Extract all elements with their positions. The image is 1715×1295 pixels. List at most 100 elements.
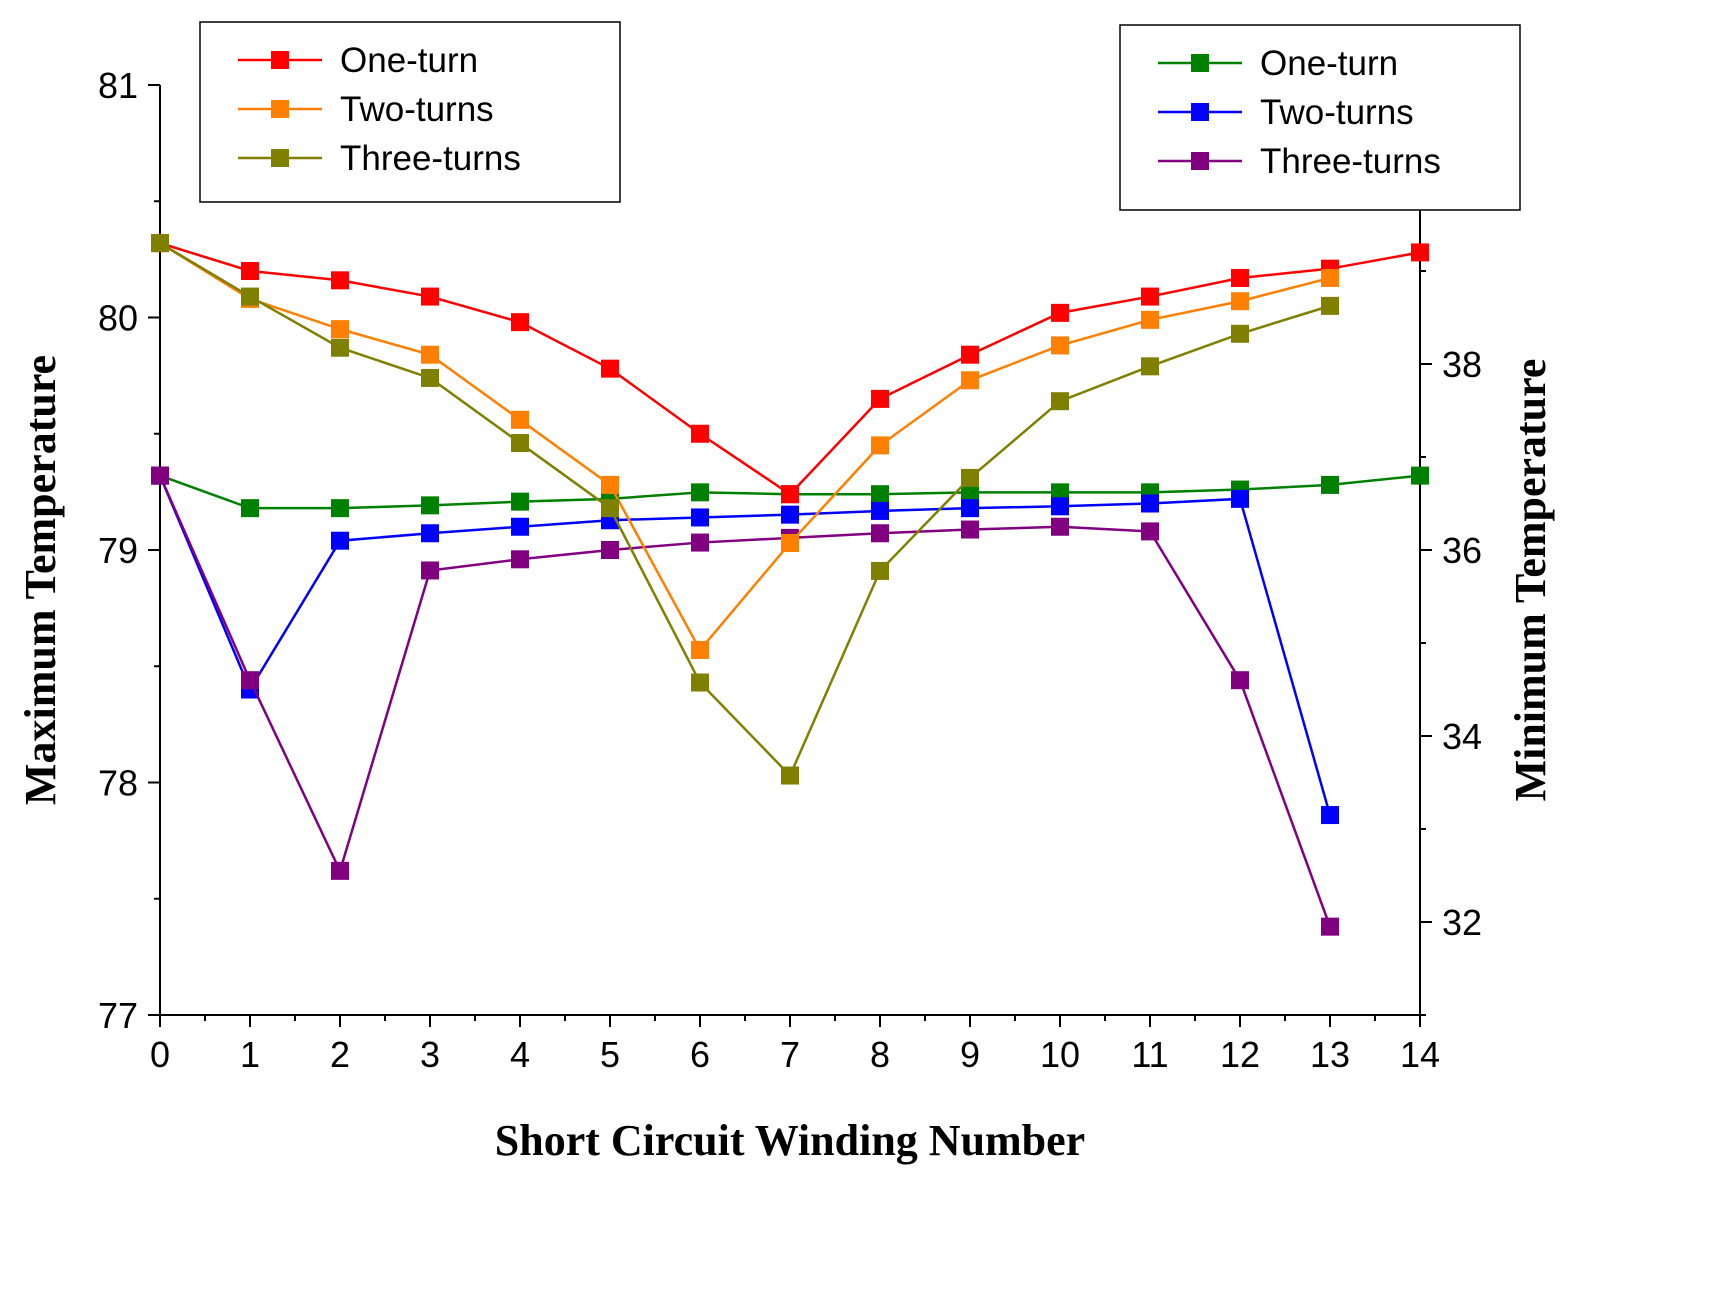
x-tick-label: 8 xyxy=(870,1034,890,1075)
data-point xyxy=(511,550,529,569)
x-tick-label: 3 xyxy=(420,1034,440,1075)
data-point xyxy=(1141,494,1159,513)
x-tick-label: 4 xyxy=(510,1034,530,1075)
data-point xyxy=(1231,268,1249,287)
data-point xyxy=(1321,806,1339,825)
data-point xyxy=(331,499,349,518)
x-tick-label: 10 xyxy=(1040,1034,1080,1075)
legend-marker xyxy=(1191,152,1209,170)
data-point xyxy=(1141,522,1159,541)
data-point xyxy=(331,861,349,880)
data-point xyxy=(1321,296,1339,315)
legend-right: One-turn Two-turns Three-turns xyxy=(1119,24,1521,211)
data-point xyxy=(241,499,259,518)
data-point xyxy=(961,371,979,390)
legend-label: Two-turns xyxy=(340,90,494,129)
y-right-tick-label: 36 xyxy=(1442,530,1482,571)
series-right-three-turns xyxy=(151,466,1339,936)
data-point xyxy=(331,271,349,290)
data-point xyxy=(1321,475,1339,494)
series-layer xyxy=(151,234,1429,936)
data-point xyxy=(511,517,529,536)
data-point xyxy=(511,313,529,332)
y-axis-left-title: Maximum Temperature xyxy=(16,355,65,805)
data-point xyxy=(871,436,889,455)
y-left-tick-label: 77 xyxy=(98,995,138,1036)
data-point xyxy=(601,499,619,518)
data-point xyxy=(1051,303,1069,322)
data-point xyxy=(961,520,979,539)
data-point xyxy=(601,541,619,559)
data-point xyxy=(781,534,799,553)
data-point xyxy=(1411,466,1429,485)
y-left-tick-label: 79 xyxy=(98,530,138,571)
data-point xyxy=(331,320,349,339)
data-point xyxy=(961,483,979,502)
x-tick-label: 1 xyxy=(240,1034,260,1075)
legend-marker xyxy=(1191,54,1209,72)
legend-marker xyxy=(271,100,289,118)
data-point xyxy=(421,287,439,306)
data-point xyxy=(601,475,619,494)
axes: 0123456789101112131477787980813234363840 xyxy=(98,65,1482,1075)
x-tick-label: 11 xyxy=(1131,1034,1168,1075)
data-point xyxy=(421,496,439,515)
data-point xyxy=(961,345,979,364)
data-point xyxy=(331,338,349,357)
data-point xyxy=(871,389,889,408)
data-point xyxy=(871,561,889,580)
data-point xyxy=(871,501,889,520)
data-point xyxy=(961,468,979,487)
data-point xyxy=(871,524,889,543)
series-left-two-turns xyxy=(151,234,1339,659)
data-point xyxy=(241,262,259,280)
data-point xyxy=(511,410,529,429)
data-point xyxy=(1141,310,1159,329)
data-point xyxy=(1231,489,1249,508)
legend-label: Three-turns xyxy=(340,139,521,178)
data-point xyxy=(781,505,799,524)
data-point xyxy=(421,561,439,580)
data-point xyxy=(1321,268,1339,287)
data-point xyxy=(421,368,439,387)
x-tick-label: 7 xyxy=(780,1034,800,1075)
x-tick-label: 14 xyxy=(1400,1034,1440,1075)
y-right-tick-label: 32 xyxy=(1442,902,1482,943)
legend-left: One-turn Two-turns Three-turns xyxy=(199,21,621,203)
data-point xyxy=(691,508,709,527)
data-point xyxy=(601,359,619,378)
data-point xyxy=(331,531,349,550)
data-point xyxy=(781,766,799,785)
x-tick-label: 12 xyxy=(1220,1034,1260,1075)
legend-marker xyxy=(271,149,289,167)
x-tick-label: 2 xyxy=(330,1034,350,1075)
data-point xyxy=(1051,517,1069,536)
data-point xyxy=(421,524,439,543)
data-point xyxy=(1051,483,1069,502)
data-point xyxy=(1231,671,1249,690)
x-tick-label: 5 xyxy=(600,1034,620,1075)
y-right-tick-label: 34 xyxy=(1442,716,1482,757)
data-point xyxy=(691,483,709,502)
legend-marker xyxy=(271,51,289,69)
series-line xyxy=(159,242,1331,653)
x-tick-label: 9 xyxy=(960,1034,980,1075)
y-right-tick-label: 38 xyxy=(1442,344,1482,385)
data-point xyxy=(1051,392,1069,411)
y-axis-right-title: Minimum Temperature xyxy=(1506,359,1555,802)
series-line xyxy=(158,475,1332,816)
y-left-tick-label: 80 xyxy=(98,298,138,339)
series-line xyxy=(158,475,1332,928)
y-left-tick-label: 78 xyxy=(98,763,138,804)
data-point xyxy=(511,492,529,511)
data-point xyxy=(691,533,709,552)
series-line xyxy=(159,242,1331,778)
legend-label: Three-turns xyxy=(1260,142,1441,181)
data-point xyxy=(1051,336,1069,355)
data-point xyxy=(691,640,709,659)
legend-box xyxy=(1119,24,1521,211)
series-right-two-turns xyxy=(151,466,1339,825)
data-point xyxy=(1411,243,1429,262)
data-point xyxy=(421,345,439,364)
